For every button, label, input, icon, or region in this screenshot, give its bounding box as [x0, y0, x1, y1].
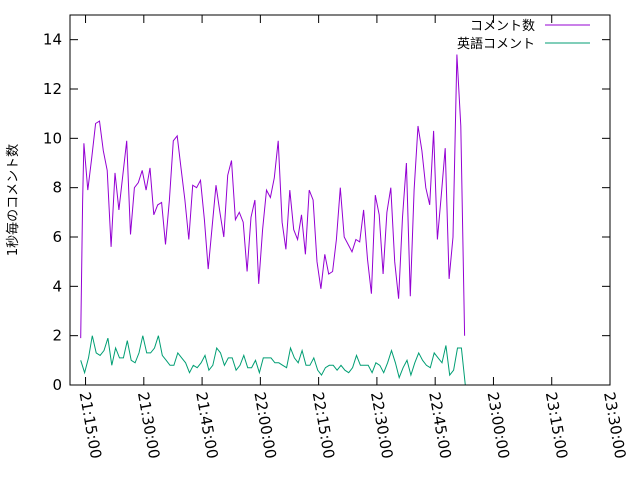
y-axis-ticks: 0 2 4 6 8 10 12 14 — [43, 31, 610, 394]
x-tick-label: 23:30:00 — [600, 391, 629, 460]
y-axis-label: 1秒毎のコメント数 — [5, 144, 21, 256]
series-line-0 — [80, 54, 466, 339]
x-axis-ticks: 21:15:00 21:30:00 21:45:00 22:00:00 22:15:00… — [76, 15, 629, 460]
y-tick-label: 8 — [52, 179, 62, 197]
series-line-1 — [80, 335, 466, 386]
x-tick-label: 21:30:00 — [134, 391, 163, 460]
plot-frame — [69, 14, 611, 386]
x-tick-label: 22:00:00 — [250, 391, 279, 460]
y-tick-label: 12 — [43, 80, 62, 98]
x-tick-label: 23:00:00 — [484, 391, 513, 460]
y-tick-label: 4 — [52, 277, 62, 295]
x-tick-label: 22:15:00 — [309, 391, 338, 460]
y-tick-label: 10 — [43, 129, 62, 147]
x-tick-label: 21:15:00 — [76, 391, 105, 460]
x-tick-label: 23:15:00 — [542, 391, 571, 460]
x-tick-label: 21:45:00 — [192, 391, 221, 460]
y-tick-label: 0 — [52, 376, 62, 394]
y-tick-label: 6 — [52, 228, 62, 246]
plot-lines — [80, 54, 466, 386]
x-tick-label: 22:45:00 — [425, 391, 454, 460]
x-tick-label: 22:30:00 — [367, 391, 396, 460]
y-tick-label: 2 — [52, 327, 62, 345]
legend-label: コメント数 — [470, 19, 535, 34]
legend-label: 英語コメント — [457, 36, 535, 52]
y-tick-label: 14 — [43, 31, 62, 49]
